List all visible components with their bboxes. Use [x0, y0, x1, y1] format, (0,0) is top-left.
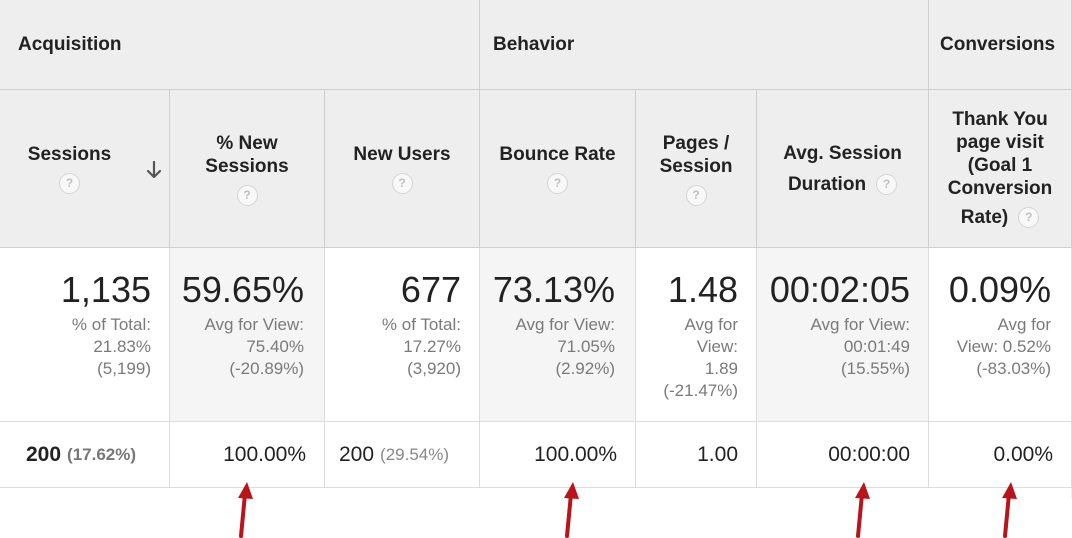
- total-bounce-rate-line2: 71.05%: [557, 337, 615, 356]
- help-icon[interactable]: ?: [1018, 207, 1040, 229]
- total-duration-line2: 00:01:49: [843, 337, 910, 356]
- row-bounce-rate: 100.00%: [480, 422, 636, 488]
- col-duration-label-1: Avg. Session: [783, 142, 902, 164]
- total-new-users-value: 677: [400, 269, 461, 310]
- col-header-pages-session[interactable]: Pages / Session ?: [636, 90, 757, 248]
- total-sessions-value: 1,135: [60, 269, 151, 310]
- total-pages-value: 1.48: [667, 269, 738, 310]
- row-new-users-pct: (29.54%): [380, 444, 450, 464]
- next-row-stub: [0, 488, 1072, 498]
- total-pages-session: 1.48 Avg for View: 1.89 (-21.47%): [636, 248, 757, 422]
- total-goal-line1: Avg for: [997, 315, 1051, 334]
- col-header-new-users[interactable]: New Users ?: [325, 90, 480, 248]
- row-sessions-value: 200: [26, 442, 62, 466]
- col-goal-label-4: Conversion: [947, 178, 1053, 199]
- col-goal-label-5: Rate): [960, 207, 1009, 228]
- col-header-bounce-rate[interactable]: Bounce Rate ?: [480, 90, 636, 248]
- total-duration-value: 00:02:05: [769, 269, 910, 310]
- col-goal-label-2: page visit: [956, 132, 1044, 153]
- total-new-users: 677 % of Total: 17.27% (3,920): [325, 248, 480, 422]
- row-new-sessions: 100.00%: [170, 422, 325, 488]
- help-icon[interactable]: ?: [876, 173, 898, 195]
- row-new-users: 200 (29.54%): [325, 422, 480, 488]
- col-new-sessions-label-1: % New: [216, 132, 278, 154]
- col-goal-label-1: Thank You: [952, 109, 1048, 130]
- row-goal-conversion-rate: 0.00%: [929, 422, 1072, 488]
- total-avg-duration: 00:02:05 Avg for View: 00:01:49 (15.55%): [757, 248, 929, 422]
- total-new-users-line2: 17.27%: [403, 337, 461, 356]
- col-new-sessions-label-2: Sessions: [205, 155, 289, 177]
- total-sessions-line1: % of Total:: [71, 315, 151, 334]
- row-pages-session: 1.00: [636, 422, 757, 488]
- arrow-up-icon: [1002, 482, 1017, 538]
- row-duration-value: 00:00:00: [828, 442, 910, 466]
- total-pages-line2: View:: [696, 337, 738, 356]
- total-bounce-rate-line3: (2.92%): [555, 359, 615, 378]
- total-duration-line3: (15.55%): [841, 359, 910, 378]
- group-acquisition: Acquisition: [0, 0, 480, 90]
- col-pages-label-2: Session: [659, 155, 733, 177]
- group-acquisition-label: Acquisition: [18, 34, 122, 55]
- total-new-sessions: 59.65% Avg for View: 75.40% (-20.89%): [170, 248, 325, 422]
- analytics-table: Acquisition Behavior Conversions Session…: [0, 0, 1072, 498]
- total-pages-line4: (-21.47%): [663, 381, 738, 400]
- row-new-users-value: 200: [339, 442, 375, 466]
- help-icon[interactable]: ?: [391, 173, 413, 194]
- group-conversions: Conversions: [929, 0, 1072, 90]
- col-header-goal-conversion-rate[interactable]: Thank You page visit (Goal 1 Conversion …: [929, 90, 1072, 248]
- total-sessions-line3: (5,199): [97, 359, 151, 378]
- col-goal-label-3: (Goal 1: [967, 155, 1033, 176]
- help-icon[interactable]: ?: [59, 173, 80, 194]
- total-bounce-rate: 73.13% Avg for View: 71.05% (2.92%): [480, 248, 636, 422]
- total-bounce-rate-line1: Avg for View:: [515, 315, 615, 334]
- col-header-new-sessions[interactable]: % New Sessions ?: [170, 90, 325, 248]
- row-sessions-pct: (17.62%): [67, 444, 137, 464]
- col-duration-label-2: Duration: [787, 173, 867, 195]
- row-sessions: 200 (17.62%): [0, 422, 170, 488]
- group-behavior: Behavior: [480, 0, 929, 90]
- arrow-up-icon: [855, 482, 870, 538]
- col-pages-label-1: Pages /: [662, 132, 730, 154]
- total-new-users-line3: (3,920): [407, 359, 461, 378]
- total-new-sessions-line1: Avg for View:: [204, 315, 304, 334]
- col-bounce-rate-label: Bounce Rate: [499, 144, 616, 165]
- total-goal-line3: (-83.03%): [976, 359, 1051, 378]
- total-sessions: 1,135 % of Total: 21.83% (5,199): [0, 248, 170, 422]
- total-goal-conversion-rate: 0.09% Avg for View: 0.52% (-83.03%): [929, 248, 1072, 422]
- total-sessions-line2: 21.83%: [93, 337, 151, 356]
- col-header-avg-session-duration[interactable]: Avg. Session Duration?: [757, 90, 929, 248]
- row-pages-value: 1.00: [697, 442, 738, 466]
- help-icon[interactable]: ?: [685, 184, 707, 206]
- total-bounce-rate-value: 73.13%: [492, 269, 615, 310]
- total-new-users-line1: % of Total:: [381, 315, 461, 334]
- group-conversions-label: Conversions: [940, 34, 1056, 55]
- col-header-sessions[interactable]: Sessions ?: [0, 90, 170, 248]
- total-goal-value: 0.09%: [948, 269, 1051, 310]
- total-new-sessions-value: 59.65%: [181, 269, 304, 310]
- row-avg-duration: 00:00:00: [757, 422, 929, 488]
- total-pages-line1: Avg for: [684, 315, 738, 334]
- arrow-up-icon: [238, 482, 253, 538]
- total-duration-line1: Avg for View:: [810, 315, 910, 334]
- help-icon[interactable]: ?: [547, 173, 568, 194]
- col-new-users-label: New Users: [353, 144, 451, 165]
- sort-descending-icon[interactable]: [146, 160, 162, 182]
- row-bounce-rate-value: 100.00%: [534, 442, 617, 466]
- group-behavior-label: Behavior: [493, 34, 575, 55]
- row-new-sessions-value: 100.00%: [223, 442, 306, 466]
- row-goal-value: 0.00%: [993, 442, 1053, 466]
- total-new-sessions-line3: (-20.89%): [229, 359, 304, 378]
- help-icon[interactable]: ?: [236, 184, 258, 206]
- total-pages-line3: 1.89: [704, 359, 738, 378]
- arrow-up-icon: [564, 482, 579, 538]
- col-sessions-label: Sessions: [27, 144, 112, 165]
- total-goal-line2: View: 0.52%: [956, 337, 1051, 356]
- total-new-sessions-line2: 75.40%: [246, 337, 304, 356]
